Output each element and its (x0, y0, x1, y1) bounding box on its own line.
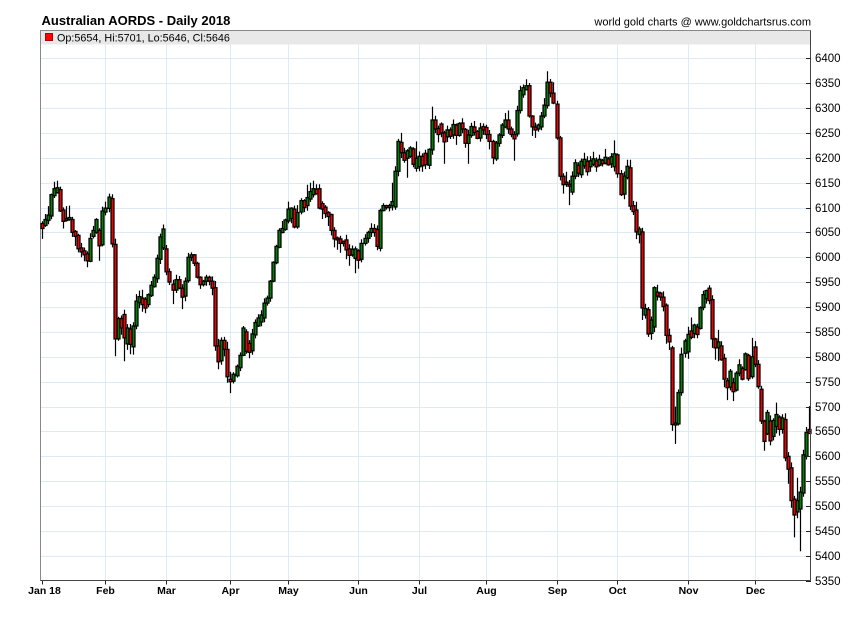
svg-text:6200: 6200 (815, 153, 841, 165)
svg-text:5450: 5450 (815, 526, 841, 538)
svg-text:Australian AORDS - Daily 2018: Australian AORDS - Daily 2018 (42, 13, 231, 28)
svg-text:5950: 5950 (815, 277, 841, 289)
svg-text:5550: 5550 (815, 476, 841, 488)
svg-text:Jan 18: Jan 18 (28, 585, 61, 597)
svg-text:5850: 5850 (815, 327, 841, 339)
svg-text:6150: 6150 (815, 178, 841, 190)
svg-text:6000: 6000 (815, 252, 841, 264)
svg-text:6350: 6350 (815, 78, 841, 90)
svg-text:5600: 5600 (815, 451, 841, 463)
svg-text:Aug: Aug (476, 585, 496, 597)
svg-text:5700: 5700 (815, 402, 841, 414)
svg-text:5800: 5800 (815, 352, 841, 364)
svg-text:Jul: Jul (412, 585, 427, 597)
svg-text:5500: 5500 (815, 501, 841, 513)
svg-text:6300: 6300 (815, 103, 841, 115)
svg-text:5750: 5750 (815, 377, 841, 389)
svg-text:Mar: Mar (157, 585, 176, 597)
svg-text:Oct: Oct (609, 585, 627, 597)
svg-text:5400: 5400 (815, 551, 841, 563)
svg-text:5350: 5350 (815, 576, 841, 588)
svg-text:Apr: Apr (221, 585, 239, 597)
svg-text:Feb: Feb (96, 585, 115, 597)
svg-text:5900: 5900 (815, 302, 841, 314)
svg-text:5650: 5650 (815, 426, 841, 438)
svg-text:Jun: Jun (349, 585, 368, 597)
svg-text:Sep: Sep (548, 585, 567, 597)
svg-text:Nov: Nov (679, 585, 699, 597)
svg-text:6050: 6050 (815, 227, 841, 239)
svg-text:6400: 6400 (815, 53, 841, 65)
svg-text:May: May (278, 585, 299, 597)
svg-text:6100: 6100 (815, 203, 841, 215)
svg-text:6250: 6250 (815, 128, 841, 140)
svg-text:Dec: Dec (746, 585, 765, 597)
svg-text:world gold charts @ www.goldch: world gold charts @ www.goldchartsrus.co… (593, 17, 811, 29)
svg-text:Op:5654, Hi:5701, Lo:5646, Cl:: Op:5654, Hi:5701, Lo:5646, Cl:5646 (57, 33, 230, 45)
